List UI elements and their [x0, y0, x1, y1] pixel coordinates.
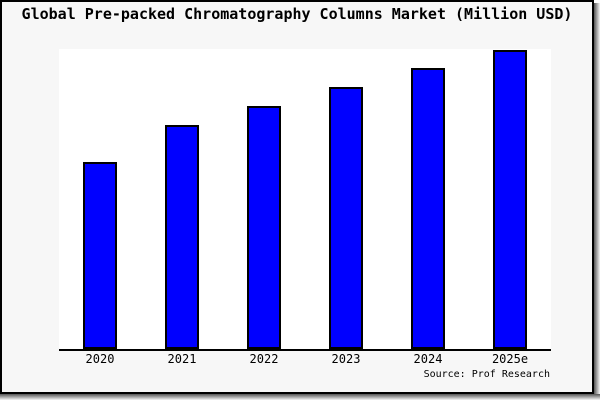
bar-2023 [329, 87, 363, 349]
bar-slot [387, 49, 469, 349]
bar-2021 [165, 125, 199, 349]
bar-2024 [411, 68, 445, 349]
bar-slot [305, 49, 387, 349]
bar-slot [223, 49, 305, 349]
bar-2022 [247, 106, 281, 349]
x-tick-label-2021: 2021 [167, 352, 197, 366]
chart-frame: Global Pre-packed Chromatography Columns… [0, 0, 594, 394]
plot-area [59, 49, 551, 349]
frame-shadow-bottom [0, 394, 600, 400]
source-credit: Source: Prof Research [423, 369, 550, 380]
x-tick-label-2025e: 2025e [491, 352, 529, 366]
x-axis-line [59, 349, 551, 351]
x-tick-label-2024: 2024 [413, 352, 443, 366]
bar-slot [59, 49, 141, 349]
x-axis-tick-labels: 2020 2021 2022 2023 2024 2025e [59, 352, 551, 366]
bar-slot [141, 49, 223, 349]
x-tick-label-2022: 2022 [249, 352, 279, 366]
x-tick-label-2020: 2020 [85, 352, 115, 366]
bar-2020 [83, 162, 117, 349]
bar-2025e [493, 50, 527, 349]
bar-slot [469, 49, 551, 349]
frame-shadow-right [594, 3, 600, 400]
chart-title: Global Pre-packed Chromatography Columns… [21, 5, 573, 23]
x-tick-label-2023: 2023 [331, 352, 361, 366]
